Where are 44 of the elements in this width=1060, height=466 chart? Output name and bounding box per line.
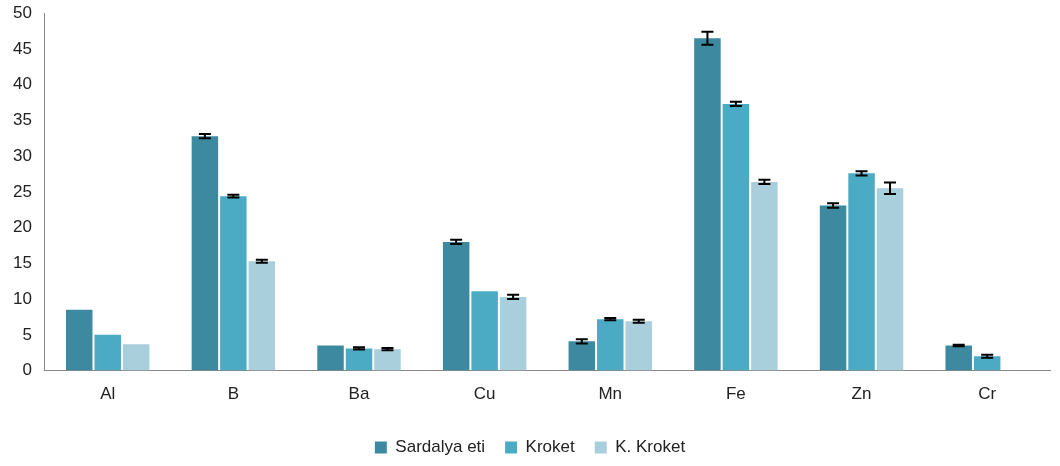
bar [597, 319, 624, 371]
bar [625, 321, 652, 371]
bar [568, 341, 596, 371]
x-tick-label: B [227, 384, 240, 404]
bar [751, 181, 778, 371]
bar [248, 261, 276, 371]
bar [220, 196, 247, 371]
bar [722, 103, 750, 371]
y-tick-label: 10 [12, 288, 32, 308]
y-tick-label: 45 [12, 38, 32, 58]
bar [374, 349, 401, 371]
bar [471, 291, 498, 371]
legend-label: Kroket [525, 437, 576, 457]
bar [876, 188, 904, 371]
bar [848, 173, 875, 371]
legend-label: K. Kroket [615, 437, 686, 457]
y-tick-label: 5 [22, 324, 32, 344]
bar [345, 348, 373, 371]
y-tick-label: 40 [12, 74, 32, 94]
y-tick-label: 35 [12, 110, 32, 130]
x-tick-label: Cu [473, 384, 496, 404]
x-tick-label: Mn [598, 384, 623, 404]
bar [94, 334, 121, 371]
y-tick-label: 25 [12, 181, 32, 201]
y-tick-label: 50 [12, 2, 32, 22]
bar [66, 309, 93, 371]
bar [191, 136, 219, 371]
x-tick-label: Ba [348, 384, 370, 404]
y-tick-label: 15 [12, 253, 32, 273]
bar [122, 344, 150, 371]
legend-label: Sardalya eti [395, 437, 486, 457]
y-tick-label: 20 [12, 217, 32, 237]
bar [945, 345, 972, 371]
x-tick-label: Fe [725, 384, 746, 404]
bar [819, 205, 847, 371]
x-tick-label: Cr [978, 384, 997, 404]
x-tick-label: Al [100, 384, 116, 404]
bar [317, 345, 344, 371]
x-tick-label: Zn [851, 384, 872, 404]
bar [694, 38, 721, 371]
y-tick-label: 0 [22, 360, 32, 380]
bar [442, 241, 470, 371]
bar [499, 296, 527, 371]
y-tick-label: 30 [12, 145, 32, 165]
